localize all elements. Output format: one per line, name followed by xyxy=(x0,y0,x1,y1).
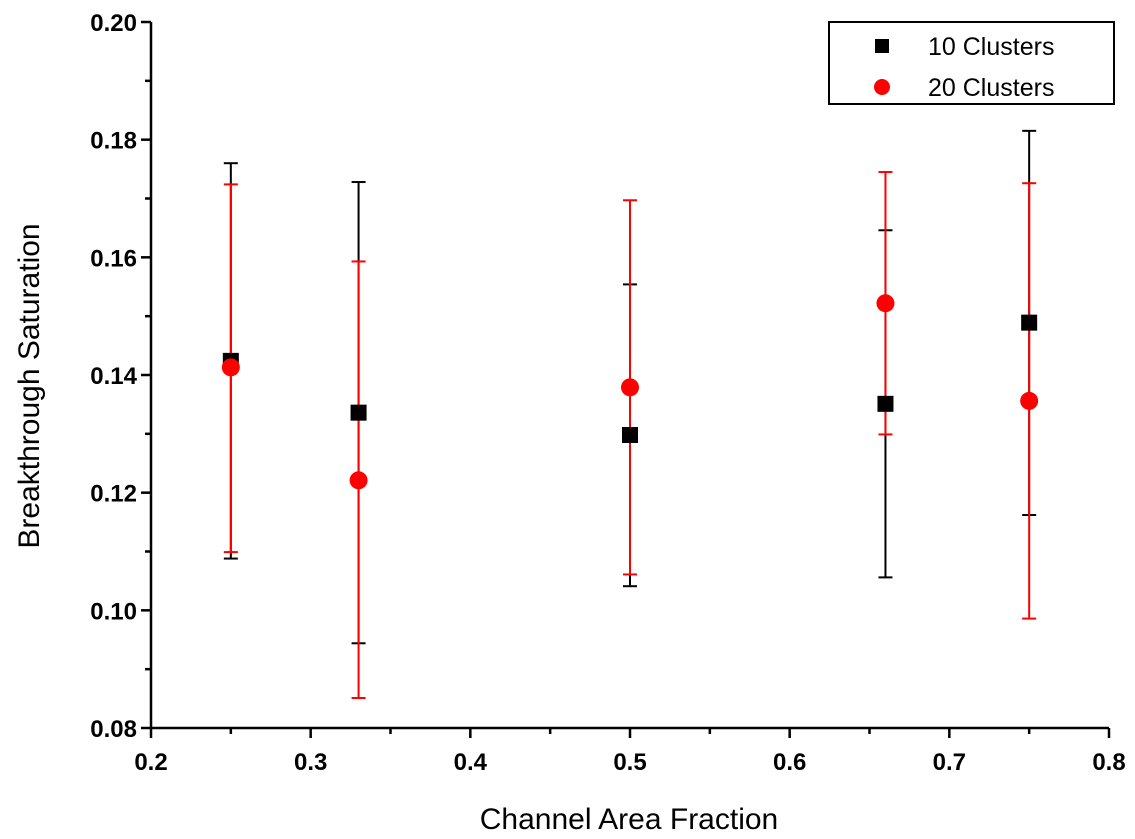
data-point-10-clusters xyxy=(622,427,638,444)
y-tick-label: 0.10 xyxy=(90,598,137,625)
y-tick-label: 0.16 xyxy=(90,245,137,272)
data-point-10-clusters xyxy=(877,395,894,412)
x-tick-label: 0.8 xyxy=(1092,749,1125,776)
legend: 10 Clusters 20 Clusters xyxy=(828,21,1115,105)
data-point-10-clusters xyxy=(350,404,367,421)
x-ticks: 0.2 0.3 0.4 0.5 0.6 0.7 0.8 xyxy=(134,728,1126,776)
y-ticks: 0.08 0.10 0.12 0.14 0.16 0.18 0.20 xyxy=(90,10,151,743)
x-tick-label: 0.6 xyxy=(773,749,806,776)
data-point-20-clusters xyxy=(1020,391,1039,410)
x-tick-label: 0.2 xyxy=(134,749,167,776)
error-bars xyxy=(223,129,1037,699)
y-tick-label: 0.12 xyxy=(90,481,137,508)
x-tick-label: 0.5 xyxy=(613,749,646,776)
y-tick-label: 0.18 xyxy=(90,128,137,155)
legend-square-marker xyxy=(875,39,889,53)
legend-label-10-clusters: 10 Clusters xyxy=(928,33,1054,61)
y-tick-label: 0.08 xyxy=(90,716,137,743)
data-point-20-clusters xyxy=(621,378,639,397)
y-tick-label: 0.14 xyxy=(90,363,137,390)
y-axis-title: Breakthrough Saturation xyxy=(13,223,46,548)
y-tick-label: 0.20 xyxy=(90,10,137,37)
x-tick-label: 0.4 xyxy=(454,749,488,776)
data-point-20-clusters xyxy=(221,358,240,377)
legend-circle-marker xyxy=(874,79,890,95)
x-axis-title: Channel Area Fraction xyxy=(480,803,779,836)
markers xyxy=(221,294,1039,490)
data-point-20-clusters xyxy=(349,471,368,490)
x-tick-label: 0.3 xyxy=(294,749,327,776)
x-tick-label: 0.7 xyxy=(933,749,966,776)
legend-label-20-clusters: 20 Clusters xyxy=(928,74,1054,102)
data-point-20-clusters xyxy=(876,294,895,313)
data-point-10-clusters xyxy=(1021,314,1038,331)
